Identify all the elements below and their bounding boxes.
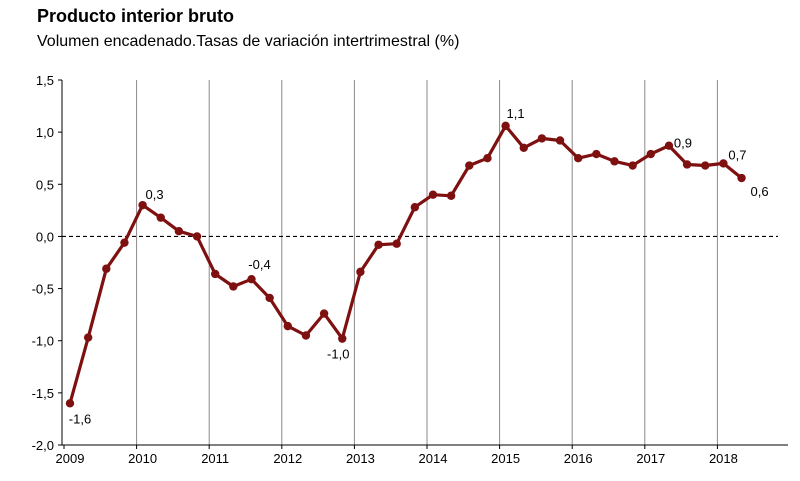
data-point — [392, 239, 401, 248]
data-point — [410, 203, 420, 212]
data-point — [610, 157, 619, 166]
data-point — [83, 333, 93, 342]
data-point — [229, 282, 238, 291]
y-tick-label: 1,5 — [36, 73, 54, 88]
data-point — [338, 334, 347, 343]
y-tick-label: -0,5 — [32, 282, 54, 297]
data-point — [102, 264, 111, 273]
data-label: 1,1 — [507, 106, 525, 121]
data-point — [211, 269, 220, 279]
data-point — [428, 190, 438, 199]
chart-subtitle: Volumen encadenado.Tasas de variación in… — [37, 33, 460, 50]
y-tick-label: 0,5 — [36, 177, 54, 192]
data-label: 0,7 — [728, 147, 746, 162]
data-point — [174, 227, 184, 236]
y-tick-label: -1,0 — [32, 334, 54, 349]
data-point — [120, 238, 129, 247]
data-point — [138, 200, 147, 210]
data-point — [719, 159, 728, 168]
data-point — [319, 309, 329, 318]
data-point — [574, 154, 583, 163]
chart-title: Producto interior bruto — [37, 6, 234, 26]
data-point — [301, 331, 311, 340]
data-point — [592, 149, 601, 159]
y-tick-label: 0,0 — [36, 229, 54, 244]
x-tick-label: 2015 — [491, 451, 520, 466]
data-point — [446, 191, 456, 200]
data-point — [356, 267, 365, 277]
data-point — [537, 134, 547, 143]
data-point — [65, 399, 75, 408]
data-point — [374, 240, 383, 249]
data-point — [737, 173, 746, 183]
data-point — [465, 161, 474, 170]
x-tick-label: 2011 — [201, 451, 229, 466]
data-point — [519, 143, 528, 152]
x-tick-label: 2010 — [128, 451, 157, 466]
y-tick-label: -1,5 — [32, 386, 54, 401]
x-tick-label: 2014 — [419, 451, 448, 466]
data-point — [701, 161, 710, 170]
data-point — [247, 274, 256, 284]
x-tick-label: 2016 — [564, 451, 593, 466]
data-point — [646, 149, 655, 159]
data-point — [265, 293, 274, 303]
x-tick-label: 2018 — [709, 451, 738, 466]
y-tick-label: -2,0 — [32, 438, 54, 453]
x-tick-label: 2017 — [636, 451, 665, 466]
data-point — [501, 121, 510, 131]
x-tick-label: 2009 — [56, 451, 85, 466]
data-label: -1,6 — [69, 411, 91, 426]
data-label: -1,0 — [327, 347, 349, 362]
data-point — [628, 161, 637, 170]
data-point — [156, 213, 165, 222]
x-tick-label: 2013 — [346, 451, 375, 466]
data-label: 0,3 — [146, 187, 164, 202]
series-line — [68, 124, 743, 404]
data-point — [192, 232, 202, 241]
data-label: 0,6 — [751, 184, 769, 199]
data-point — [283, 321, 292, 331]
x-tick-label: 2012 — [273, 451, 302, 466]
data-point — [555, 136, 565, 145]
data-label: -0,4 — [248, 257, 270, 272]
data-point — [483, 154, 492, 163]
data-point — [682, 160, 692, 169]
data-label: 0,9 — [674, 136, 692, 151]
data-point — [664, 141, 674, 150]
y-tick-label: 1,0 — [36, 125, 54, 140]
